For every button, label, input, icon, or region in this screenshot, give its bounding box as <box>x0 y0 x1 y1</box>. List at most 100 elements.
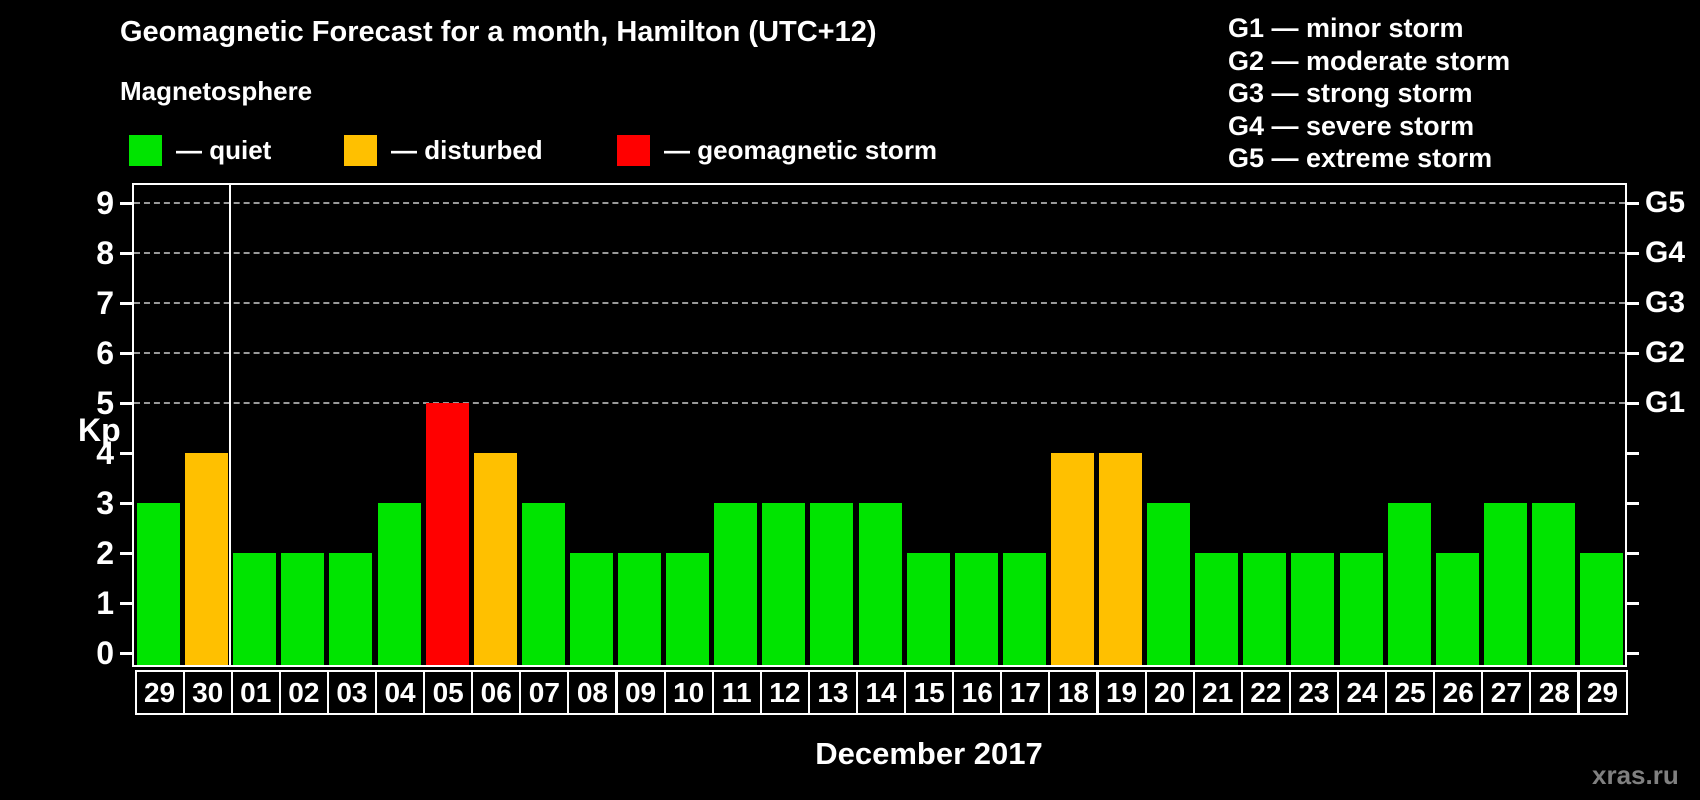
y-axis-tick-right <box>1627 451 1639 455</box>
kp-bar <box>666 553 710 665</box>
g-legend-line-3: G3 — strong storm <box>1228 78 1473 109</box>
kp-bar <box>762 503 806 665</box>
y-axis-tick-label: 4 <box>96 435 114 471</box>
date-cell: 11 <box>711 670 762 715</box>
kp-bar <box>185 453 229 665</box>
kp-bar <box>1099 453 1142 665</box>
date-cell: 27 <box>1481 670 1532 715</box>
y-axis-tick-left <box>120 451 132 455</box>
date-cell: 22 <box>1240 670 1291 715</box>
y-axis-tick-left <box>120 301 132 305</box>
kp-bar <box>425 403 469 665</box>
g-axis-label-g2: G2 <box>1645 336 1686 369</box>
gridline-kp-8 <box>134 252 1625 254</box>
date-cell: 02 <box>278 670 329 715</box>
y-axis-tick-label: 0 <box>96 635 114 671</box>
date-cell: 09 <box>615 670 666 715</box>
month-separator-line <box>228 185 232 665</box>
kp-bar <box>1291 553 1335 665</box>
date-cell: 29 <box>134 670 185 715</box>
y-axis-tick-left <box>120 501 132 505</box>
date-cell: 06 <box>471 670 522 715</box>
kp-bar <box>810 503 854 665</box>
y-axis-label: Kp <box>78 412 121 448</box>
date-cell: 13 <box>807 670 858 715</box>
g-axis-label-g5: G5 <box>1645 186 1686 219</box>
magnetosphere-label: Magnetosphere <box>120 76 313 106</box>
g-legend-line-1: G1 — minor storm <box>1228 13 1464 43</box>
gridline-kp-5 <box>134 402 1625 404</box>
date-cell: 17 <box>1000 670 1051 715</box>
y-axis-tick-label: 9 <box>96 185 114 221</box>
gridline-kp-7 <box>134 302 1625 304</box>
y-axis-tick-right <box>1627 551 1639 555</box>
date-cell: 01 <box>230 670 281 715</box>
y-axis-tick-right <box>1627 601 1639 605</box>
y-axis-tick-label: 1 <box>96 585 114 621</box>
date-cell: 04 <box>375 670 426 715</box>
kp-bar <box>1435 553 1479 665</box>
date-cell: 07 <box>519 670 570 715</box>
date-cell: 20 <box>1144 670 1195 715</box>
kp-bar <box>1483 503 1527 665</box>
g-axis-label-g3: G3 <box>1645 286 1686 319</box>
legend-item-storm: — geomagnetic storm <box>617 134 937 166</box>
kp-bar <box>1147 503 1191 665</box>
kp-bar <box>1580 553 1623 665</box>
g-axis-label-g4: G4 <box>1645 236 1686 269</box>
date-cell: 15 <box>904 670 955 715</box>
y-axis-tick-label: 5 <box>96 385 114 421</box>
watermark: xras.ru <box>1592 760 1679 790</box>
y-axis-tick-right <box>1627 251 1639 255</box>
g-scale-legend: G1 — minor storm G2 — moderate storm G3 — … <box>1228 12 1510 175</box>
y-axis-tick-label: 7 <box>96 285 114 321</box>
kp-bar <box>281 553 325 665</box>
g-legend-line-5: G5 — extreme storm <box>1228 143 1493 174</box>
y-axis-tick-right <box>1627 201 1639 205</box>
y-axis-tick-label: 8 <box>96 235 114 271</box>
kp-bar <box>1243 553 1287 665</box>
x-axis-month-label: December 2017 <box>815 736 1043 771</box>
legend-item-disturbed: — disturbed <box>344 134 543 166</box>
kp-bar <box>521 503 565 665</box>
date-cell: 19 <box>1096 670 1147 715</box>
gridline-kp-9 <box>134 202 1625 204</box>
kp-bar <box>1387 503 1431 665</box>
disturbed-color-swatch <box>344 134 377 166</box>
kp-bar <box>1002 553 1046 665</box>
plot-area <box>132 183 1627 667</box>
chart-title: Geomagnetic Forecast for a month, Hamilt… <box>120 16 877 48</box>
kp-bar <box>329 553 373 665</box>
kp-bar <box>858 503 902 665</box>
legend-item-label: — quiet <box>176 134 272 165</box>
legend-item-label: — geomagnetic storm <box>664 134 938 165</box>
kp-bar <box>1339 553 1383 665</box>
date-cell: 25 <box>1385 670 1436 715</box>
kp-bar <box>569 553 613 665</box>
date-cell: 23 <box>1288 670 1339 715</box>
y-axis-tick-left <box>120 201 132 205</box>
kp-bar <box>1195 553 1239 665</box>
date-cell: 05 <box>423 670 474 715</box>
kp-bar <box>377 503 421 665</box>
x-axis-date-row: 29 30 01 02 03 04 05 06 07 08 09 10 11 12 13 14 15 16 17 18… <box>132 670 1632 716</box>
gridline-kp-6 <box>134 352 1625 354</box>
y-axis-tick-label: 2 <box>96 535 114 571</box>
y-axis-tick-right <box>1627 351 1639 355</box>
y-axis-tick-left <box>120 651 132 655</box>
kp-bar <box>137 503 180 665</box>
date-cell: 14 <box>856 670 907 715</box>
date-cell: 21 <box>1192 670 1243 715</box>
y-axis-tick-left <box>120 601 132 605</box>
y-axis-tick-right <box>1627 301 1639 305</box>
kp-bar <box>618 553 661 665</box>
date-cell: 30 <box>182 670 233 715</box>
y-axis-tick-right <box>1627 401 1639 405</box>
kp-bar <box>1050 453 1094 665</box>
g-axis-label-g1: G1 <box>1645 386 1686 419</box>
y-axis-tick-left <box>120 401 132 405</box>
date-cell: 03 <box>326 670 377 715</box>
y-axis-tick-label: 3 <box>96 485 114 521</box>
date-cell: 29 <box>1577 670 1628 715</box>
